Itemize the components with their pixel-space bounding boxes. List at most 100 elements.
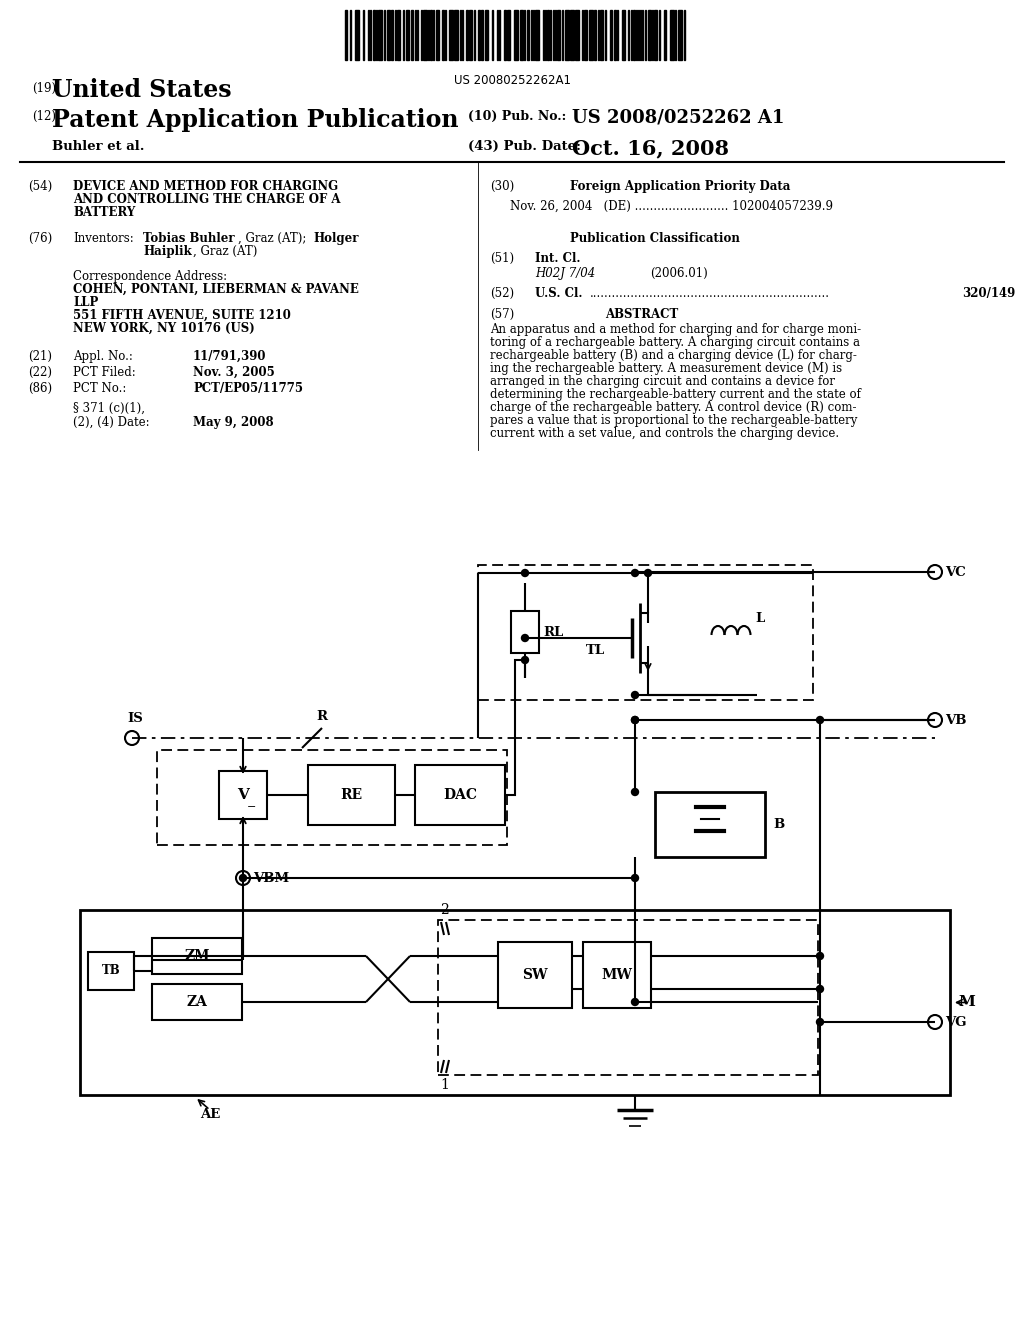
Text: (51): (51) bbox=[490, 252, 514, 265]
Bar bbox=[438, 920, 818, 1074]
Text: , Graz (AT): , Graz (AT) bbox=[193, 246, 257, 257]
Bar bbox=[387, 11, 390, 59]
Circle shape bbox=[632, 717, 639, 723]
Bar bbox=[600, 11, 603, 59]
Bar bbox=[504, 11, 506, 59]
Bar bbox=[594, 11, 596, 59]
Text: TB: TB bbox=[101, 965, 120, 978]
Bar bbox=[664, 11, 666, 59]
Text: ZA: ZA bbox=[186, 995, 208, 1008]
Bar bbox=[157, 750, 507, 845]
Text: −: − bbox=[247, 803, 256, 812]
Circle shape bbox=[632, 788, 639, 796]
Circle shape bbox=[632, 998, 639, 1006]
Text: PCT No.:: PCT No.: bbox=[73, 381, 126, 395]
Text: SW: SW bbox=[522, 968, 548, 982]
Bar bbox=[565, 11, 569, 59]
Text: US 2008/0252262 A1: US 2008/0252262 A1 bbox=[572, 108, 784, 125]
Bar bbox=[415, 766, 505, 825]
Bar bbox=[527, 11, 529, 59]
Text: 320/149: 320/149 bbox=[962, 286, 1015, 300]
Text: Tobias Buhler: Tobias Buhler bbox=[143, 232, 234, 246]
Text: V: V bbox=[238, 788, 249, 803]
Circle shape bbox=[521, 635, 528, 642]
Text: (19): (19) bbox=[32, 82, 56, 95]
Text: (52): (52) bbox=[490, 286, 514, 300]
Bar bbox=[507, 11, 510, 59]
Bar bbox=[575, 11, 579, 59]
Text: R: R bbox=[316, 710, 327, 722]
Text: determining the rechargeable-battery current and the state of: determining the rechargeable-battery cur… bbox=[490, 388, 861, 401]
Bar bbox=[557, 11, 560, 59]
Text: (2), (4) Date:: (2), (4) Date: bbox=[73, 416, 150, 429]
Bar bbox=[80, 909, 950, 1096]
Text: (76): (76) bbox=[28, 232, 52, 246]
Text: Appl. No.:: Appl. No.: bbox=[73, 350, 133, 363]
Text: VC: VC bbox=[945, 565, 966, 578]
Text: 551 FIFTH AVENUE, SUITE 1210: 551 FIFTH AVENUE, SUITE 1210 bbox=[73, 309, 291, 322]
Text: (10) Pub. No.:: (10) Pub. No.: bbox=[468, 110, 566, 123]
Text: PCT Filed:: PCT Filed: bbox=[73, 366, 136, 379]
Text: AE: AE bbox=[200, 1109, 220, 1122]
Text: Nov. 3, 2005: Nov. 3, 2005 bbox=[193, 366, 274, 379]
Circle shape bbox=[632, 717, 639, 723]
Bar bbox=[478, 11, 480, 59]
Bar bbox=[219, 771, 267, 818]
Text: US 20080252262A1: US 20080252262A1 bbox=[454, 74, 570, 87]
Text: IS: IS bbox=[127, 711, 142, 725]
Text: DEVICE AND METHOD FOR CHARGING: DEVICE AND METHOD FOR CHARGING bbox=[73, 180, 338, 193]
Text: B: B bbox=[773, 818, 784, 832]
Text: § 371 (c)(1),: § 371 (c)(1), bbox=[73, 403, 145, 414]
Text: Nov. 26, 2004   (DE) ......................... 102004057239.9: Nov. 26, 2004 (DE) .....................… bbox=[510, 201, 833, 213]
Bar bbox=[622, 11, 625, 59]
Text: Inventors:: Inventors: bbox=[73, 232, 134, 246]
Circle shape bbox=[240, 874, 247, 882]
Circle shape bbox=[521, 569, 528, 577]
Text: Holger: Holger bbox=[313, 232, 358, 246]
Circle shape bbox=[632, 874, 639, 882]
Circle shape bbox=[816, 1019, 823, 1026]
Bar bbox=[449, 11, 453, 59]
Bar bbox=[391, 11, 393, 59]
Text: charge of the rechargeable battery. A control device (R) com-: charge of the rechargeable battery. A co… bbox=[490, 401, 856, 414]
Bar bbox=[345, 11, 347, 59]
Circle shape bbox=[816, 986, 823, 993]
Bar bbox=[397, 11, 400, 59]
Text: ZM: ZM bbox=[184, 949, 210, 964]
Bar bbox=[648, 11, 651, 59]
Text: PCT/EP05/11775: PCT/EP05/11775 bbox=[193, 381, 303, 395]
Text: 1: 1 bbox=[440, 1078, 449, 1092]
Circle shape bbox=[816, 953, 823, 960]
Bar bbox=[88, 952, 134, 990]
Text: (57): (57) bbox=[490, 308, 514, 321]
Bar bbox=[308, 766, 395, 825]
Bar bbox=[406, 11, 409, 59]
Text: arranged in the charging circuit and contains a device for: arranged in the charging circuit and con… bbox=[490, 375, 835, 388]
Text: Foreign Application Priority Data: Foreign Application Priority Data bbox=[570, 180, 791, 193]
Bar bbox=[614, 11, 616, 59]
Text: (21): (21) bbox=[28, 350, 52, 363]
Text: United States: United States bbox=[52, 78, 231, 102]
Text: NEW YORK, NY 10176 (US): NEW YORK, NY 10176 (US) bbox=[73, 322, 255, 335]
Text: RL: RL bbox=[543, 626, 563, 639]
Text: (30): (30) bbox=[490, 180, 514, 193]
Bar bbox=[423, 11, 427, 59]
Text: Int. Cl.: Int. Cl. bbox=[535, 252, 581, 265]
Text: MW: MW bbox=[601, 968, 633, 982]
Bar bbox=[610, 11, 612, 59]
Text: , Graz (AT);: , Graz (AT); bbox=[238, 232, 306, 246]
Text: DAC: DAC bbox=[443, 788, 477, 803]
Circle shape bbox=[632, 692, 639, 698]
Text: pares a value that is proportional to the rechargeable-battery: pares a value that is proportional to th… bbox=[490, 414, 857, 426]
Bar bbox=[454, 11, 458, 59]
Bar bbox=[520, 11, 523, 59]
Text: (43) Pub. Date:: (43) Pub. Date: bbox=[468, 140, 581, 153]
Bar bbox=[535, 11, 539, 59]
Circle shape bbox=[632, 569, 639, 577]
Bar bbox=[436, 11, 439, 59]
Text: May 9, 2008: May 9, 2008 bbox=[193, 416, 273, 429]
Text: current with a set value, and controls the charging device.: current with a set value, and controls t… bbox=[490, 426, 839, 440]
Bar bbox=[678, 11, 682, 59]
Bar bbox=[378, 11, 382, 59]
Bar bbox=[633, 11, 635, 59]
